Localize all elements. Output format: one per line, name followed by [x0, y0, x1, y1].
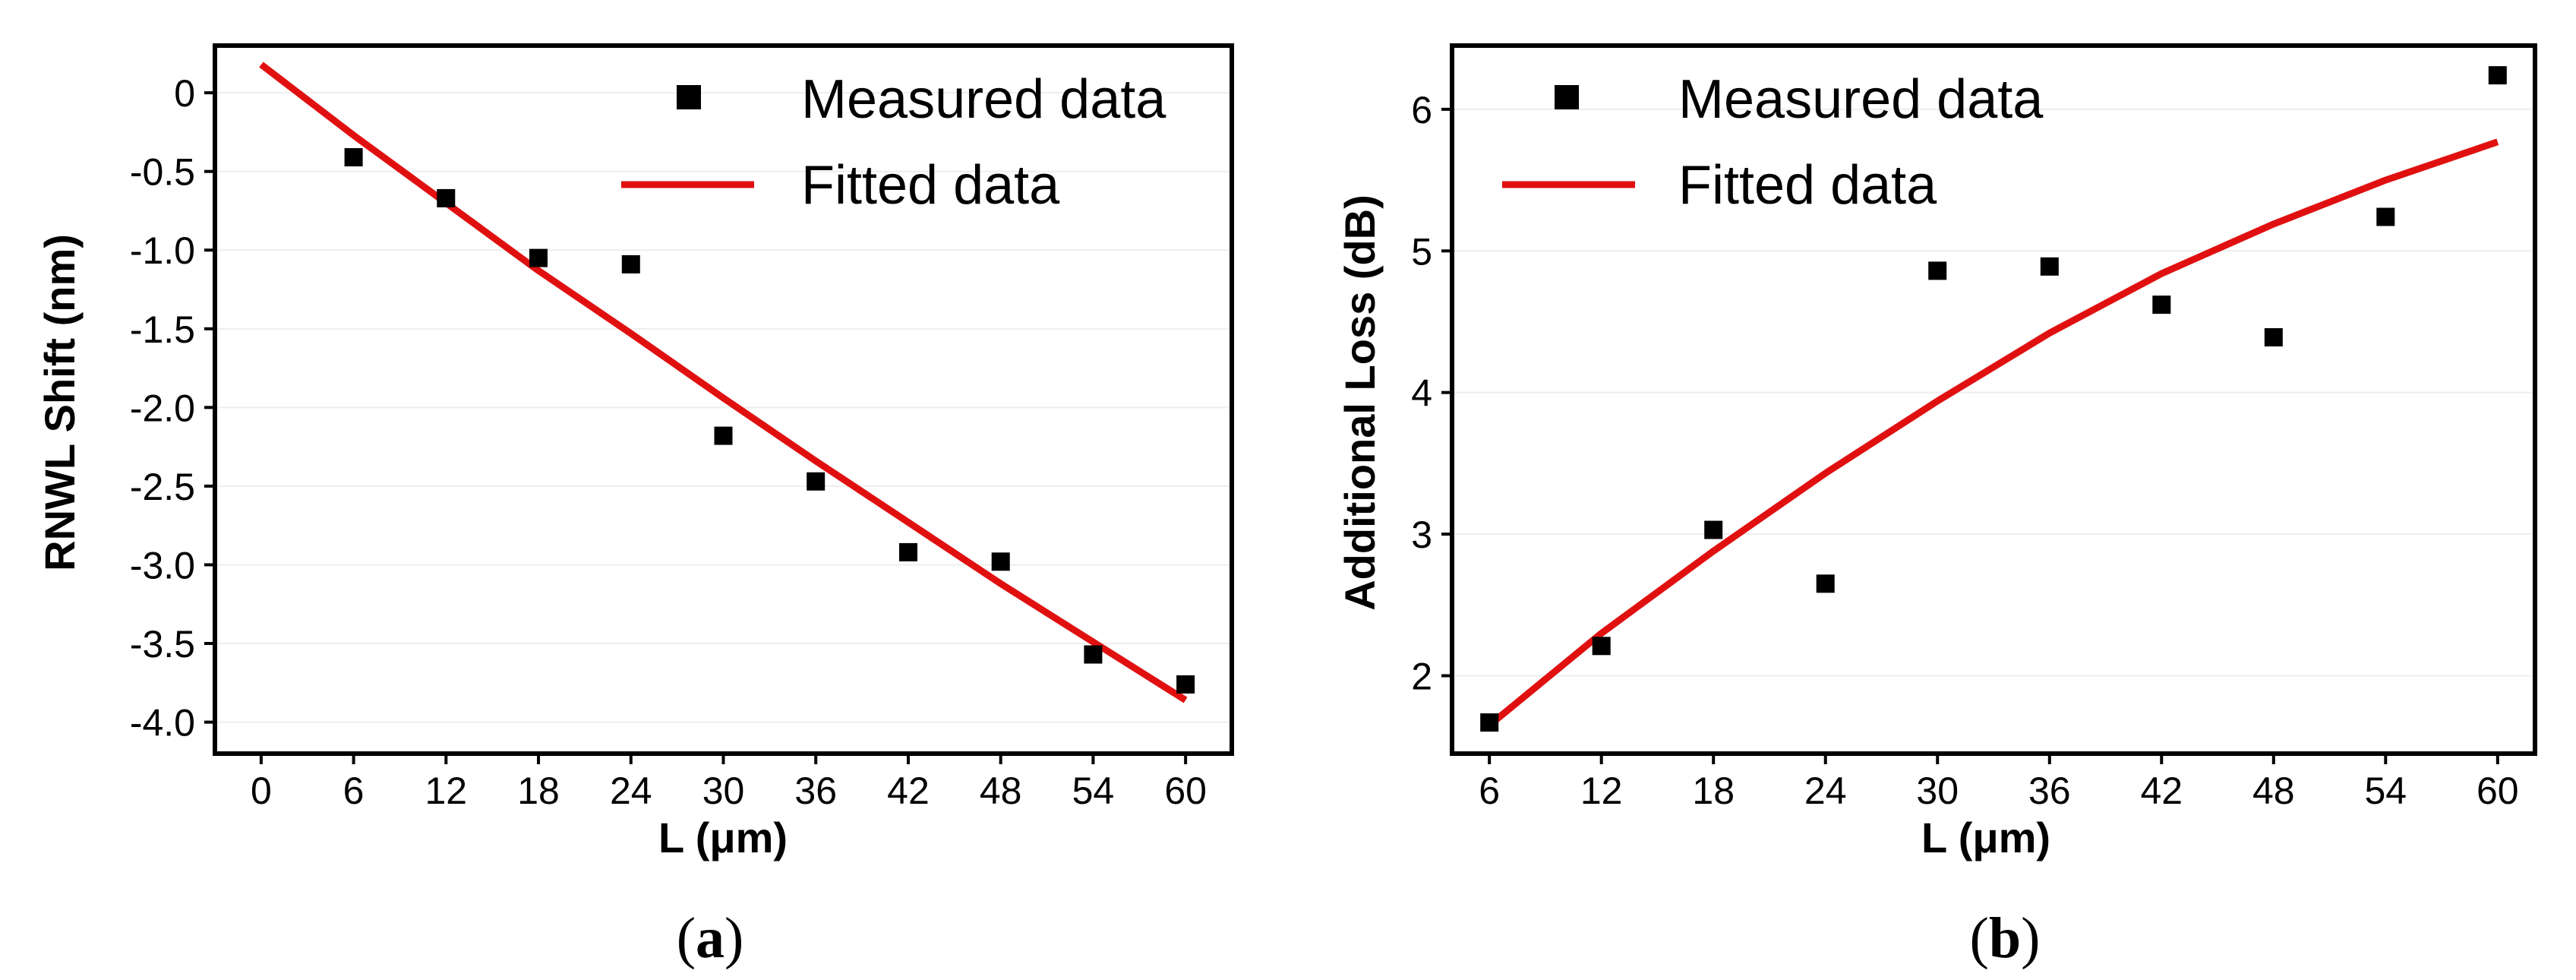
- measured-point: [899, 542, 917, 561]
- legend-label-measured: Measured data: [801, 69, 1166, 130]
- y-tick-label: 5: [1411, 230, 1432, 273]
- legend-label-fitted: Fitted data: [1678, 155, 1937, 216]
- measured-point: [2040, 257, 2059, 276]
- measured-point: [529, 248, 548, 267]
- measured-point: [1592, 637, 1611, 656]
- measured-point: [2488, 66, 2507, 85]
- x-tick-label: 42: [887, 770, 930, 812]
- legend-label-measured: Measured data: [1678, 69, 2044, 130]
- y-tick-label: -0.5: [130, 151, 195, 194]
- x-tick-label: 12: [425, 770, 468, 812]
- x-axis-label: L (μm): [658, 814, 788, 861]
- y-tick-label: -4.0: [130, 702, 195, 744]
- x-tick-label: 54: [1072, 770, 1115, 812]
- x-tick-label: 48: [980, 770, 1022, 812]
- y-tick-label: -2.0: [130, 387, 195, 429]
- y-axis-label: Additional Loss (dB): [1336, 194, 1384, 611]
- measured-point: [344, 148, 363, 166]
- fitted-line-a: [259, 62, 1188, 703]
- y-tick-label: 2: [1411, 655, 1432, 697]
- legend-marker-measured: [677, 85, 701, 109]
- legend-label-fitted: Fitted data: [801, 155, 1060, 216]
- x-tick-label: 42: [2140, 770, 2183, 812]
- x-tick-label: 6: [1479, 770, 1500, 812]
- measured-point: [1928, 261, 1947, 280]
- y-tick-label: 4: [1411, 372, 1432, 415]
- measured-point: [1480, 713, 1499, 732]
- measured-point: [807, 472, 826, 491]
- legend-a: Measured data Fitted data: [621, 69, 1166, 216]
- y-tick-label: -1.5: [130, 308, 195, 351]
- measured-point: [2264, 328, 2283, 346]
- legend-marker-measured: [1555, 85, 1579, 109]
- x-tick-label: 24: [610, 770, 652, 812]
- y-tick-label: 3: [1411, 514, 1432, 556]
- panel-label-a: (a): [677, 906, 744, 970]
- y-tick-label: -3.5: [130, 623, 195, 665]
- y-tick-label: 6: [1411, 89, 1432, 131]
- measured-point: [714, 426, 733, 445]
- x-tick-label: 0: [251, 770, 272, 812]
- x-tick-label: 36: [794, 770, 837, 812]
- x-tick-label: 18: [1692, 770, 1735, 812]
- y-tick-label: -3.0: [130, 544, 195, 586]
- fitted-line-b: [1487, 138, 2499, 729]
- x-tick-label: 12: [1580, 770, 1623, 812]
- x-tick-label: 6: [343, 770, 365, 812]
- y-tick-label: -1.0: [130, 229, 195, 272]
- measured-point: [2152, 296, 2171, 315]
- measured-point: [621, 254, 640, 273]
- x-tick-label: 36: [2028, 770, 2071, 812]
- y-tick-label: -2.5: [130, 466, 195, 508]
- legend-b: Measured data Fitted data: [1502, 69, 2044, 216]
- measured-point: [1176, 675, 1195, 694]
- x-tick-label: 54: [2364, 770, 2407, 812]
- chart-panel-b: 6 12 18 24 30 36 42 48 54 60 2 3 4 5 6 L (μm) Additional…: [1336, 43, 2537, 970]
- measured-point: [2376, 207, 2395, 226]
- measured-point: [991, 552, 1010, 571]
- x-tick-label: 60: [2477, 770, 2519, 812]
- y-tick-label: 0: [174, 72, 195, 115]
- panel-label-b: (b): [1970, 906, 2041, 970]
- x-tick-label: 18: [517, 770, 560, 812]
- x-tick-label: 30: [702, 770, 745, 812]
- x-axis-label: L (μm): [1921, 814, 2050, 861]
- measured-point: [1704, 520, 1723, 539]
- x-tick-label: 24: [1804, 770, 1847, 812]
- measured-point: [437, 188, 456, 207]
- measured-point: [1084, 645, 1103, 664]
- x-tick-label: 48: [2252, 770, 2295, 812]
- x-tick-label: 30: [1916, 770, 1959, 812]
- plot-frame-b: [1450, 43, 2537, 756]
- y-axis-label: RNWL Shift (nm): [36, 234, 84, 571]
- measured-point: [1816, 574, 1835, 593]
- x-tick-label: 60: [1164, 770, 1207, 812]
- chart-panel-a: 0 6 12 18 24 30 36 42 48 54 60 0 -0.5 -1.0 -1.5 -2.0 -2.…: [36, 43, 1234, 970]
